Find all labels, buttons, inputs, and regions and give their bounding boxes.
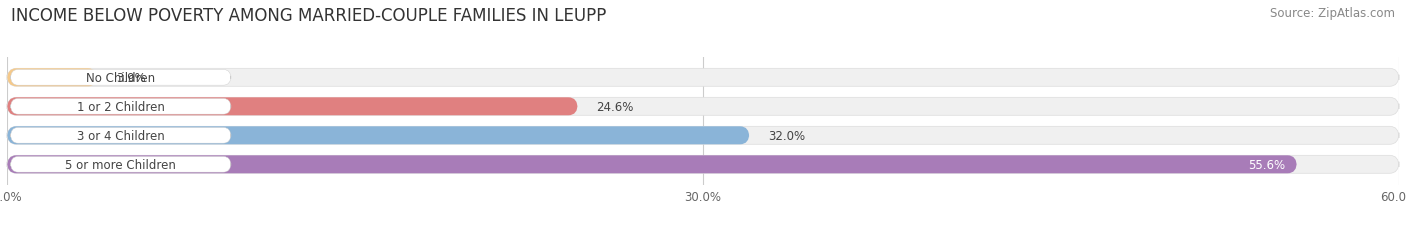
FancyBboxPatch shape — [7, 156, 1296, 173]
FancyBboxPatch shape — [7, 98, 1399, 116]
Text: 32.0%: 32.0% — [768, 129, 806, 142]
FancyBboxPatch shape — [7, 69, 97, 87]
Text: Source: ZipAtlas.com: Source: ZipAtlas.com — [1270, 7, 1395, 20]
FancyBboxPatch shape — [7, 69, 1399, 87]
FancyBboxPatch shape — [10, 128, 231, 143]
FancyBboxPatch shape — [10, 70, 231, 86]
FancyBboxPatch shape — [10, 99, 231, 115]
Text: 24.6%: 24.6% — [596, 100, 634, 113]
FancyBboxPatch shape — [7, 156, 1399, 173]
Text: No Children: No Children — [86, 71, 155, 85]
Text: 3.9%: 3.9% — [117, 71, 146, 85]
Text: INCOME BELOW POVERTY AMONG MARRIED-COUPLE FAMILIES IN LEUPP: INCOME BELOW POVERTY AMONG MARRIED-COUPL… — [11, 7, 606, 25]
Text: 3 or 4 Children: 3 or 4 Children — [77, 129, 165, 142]
FancyBboxPatch shape — [10, 157, 231, 172]
Text: 5 or more Children: 5 or more Children — [65, 158, 176, 171]
Text: 55.6%: 55.6% — [1249, 158, 1285, 171]
FancyBboxPatch shape — [7, 98, 578, 116]
Text: 1 or 2 Children: 1 or 2 Children — [77, 100, 165, 113]
FancyBboxPatch shape — [7, 127, 1399, 145]
FancyBboxPatch shape — [7, 127, 749, 145]
